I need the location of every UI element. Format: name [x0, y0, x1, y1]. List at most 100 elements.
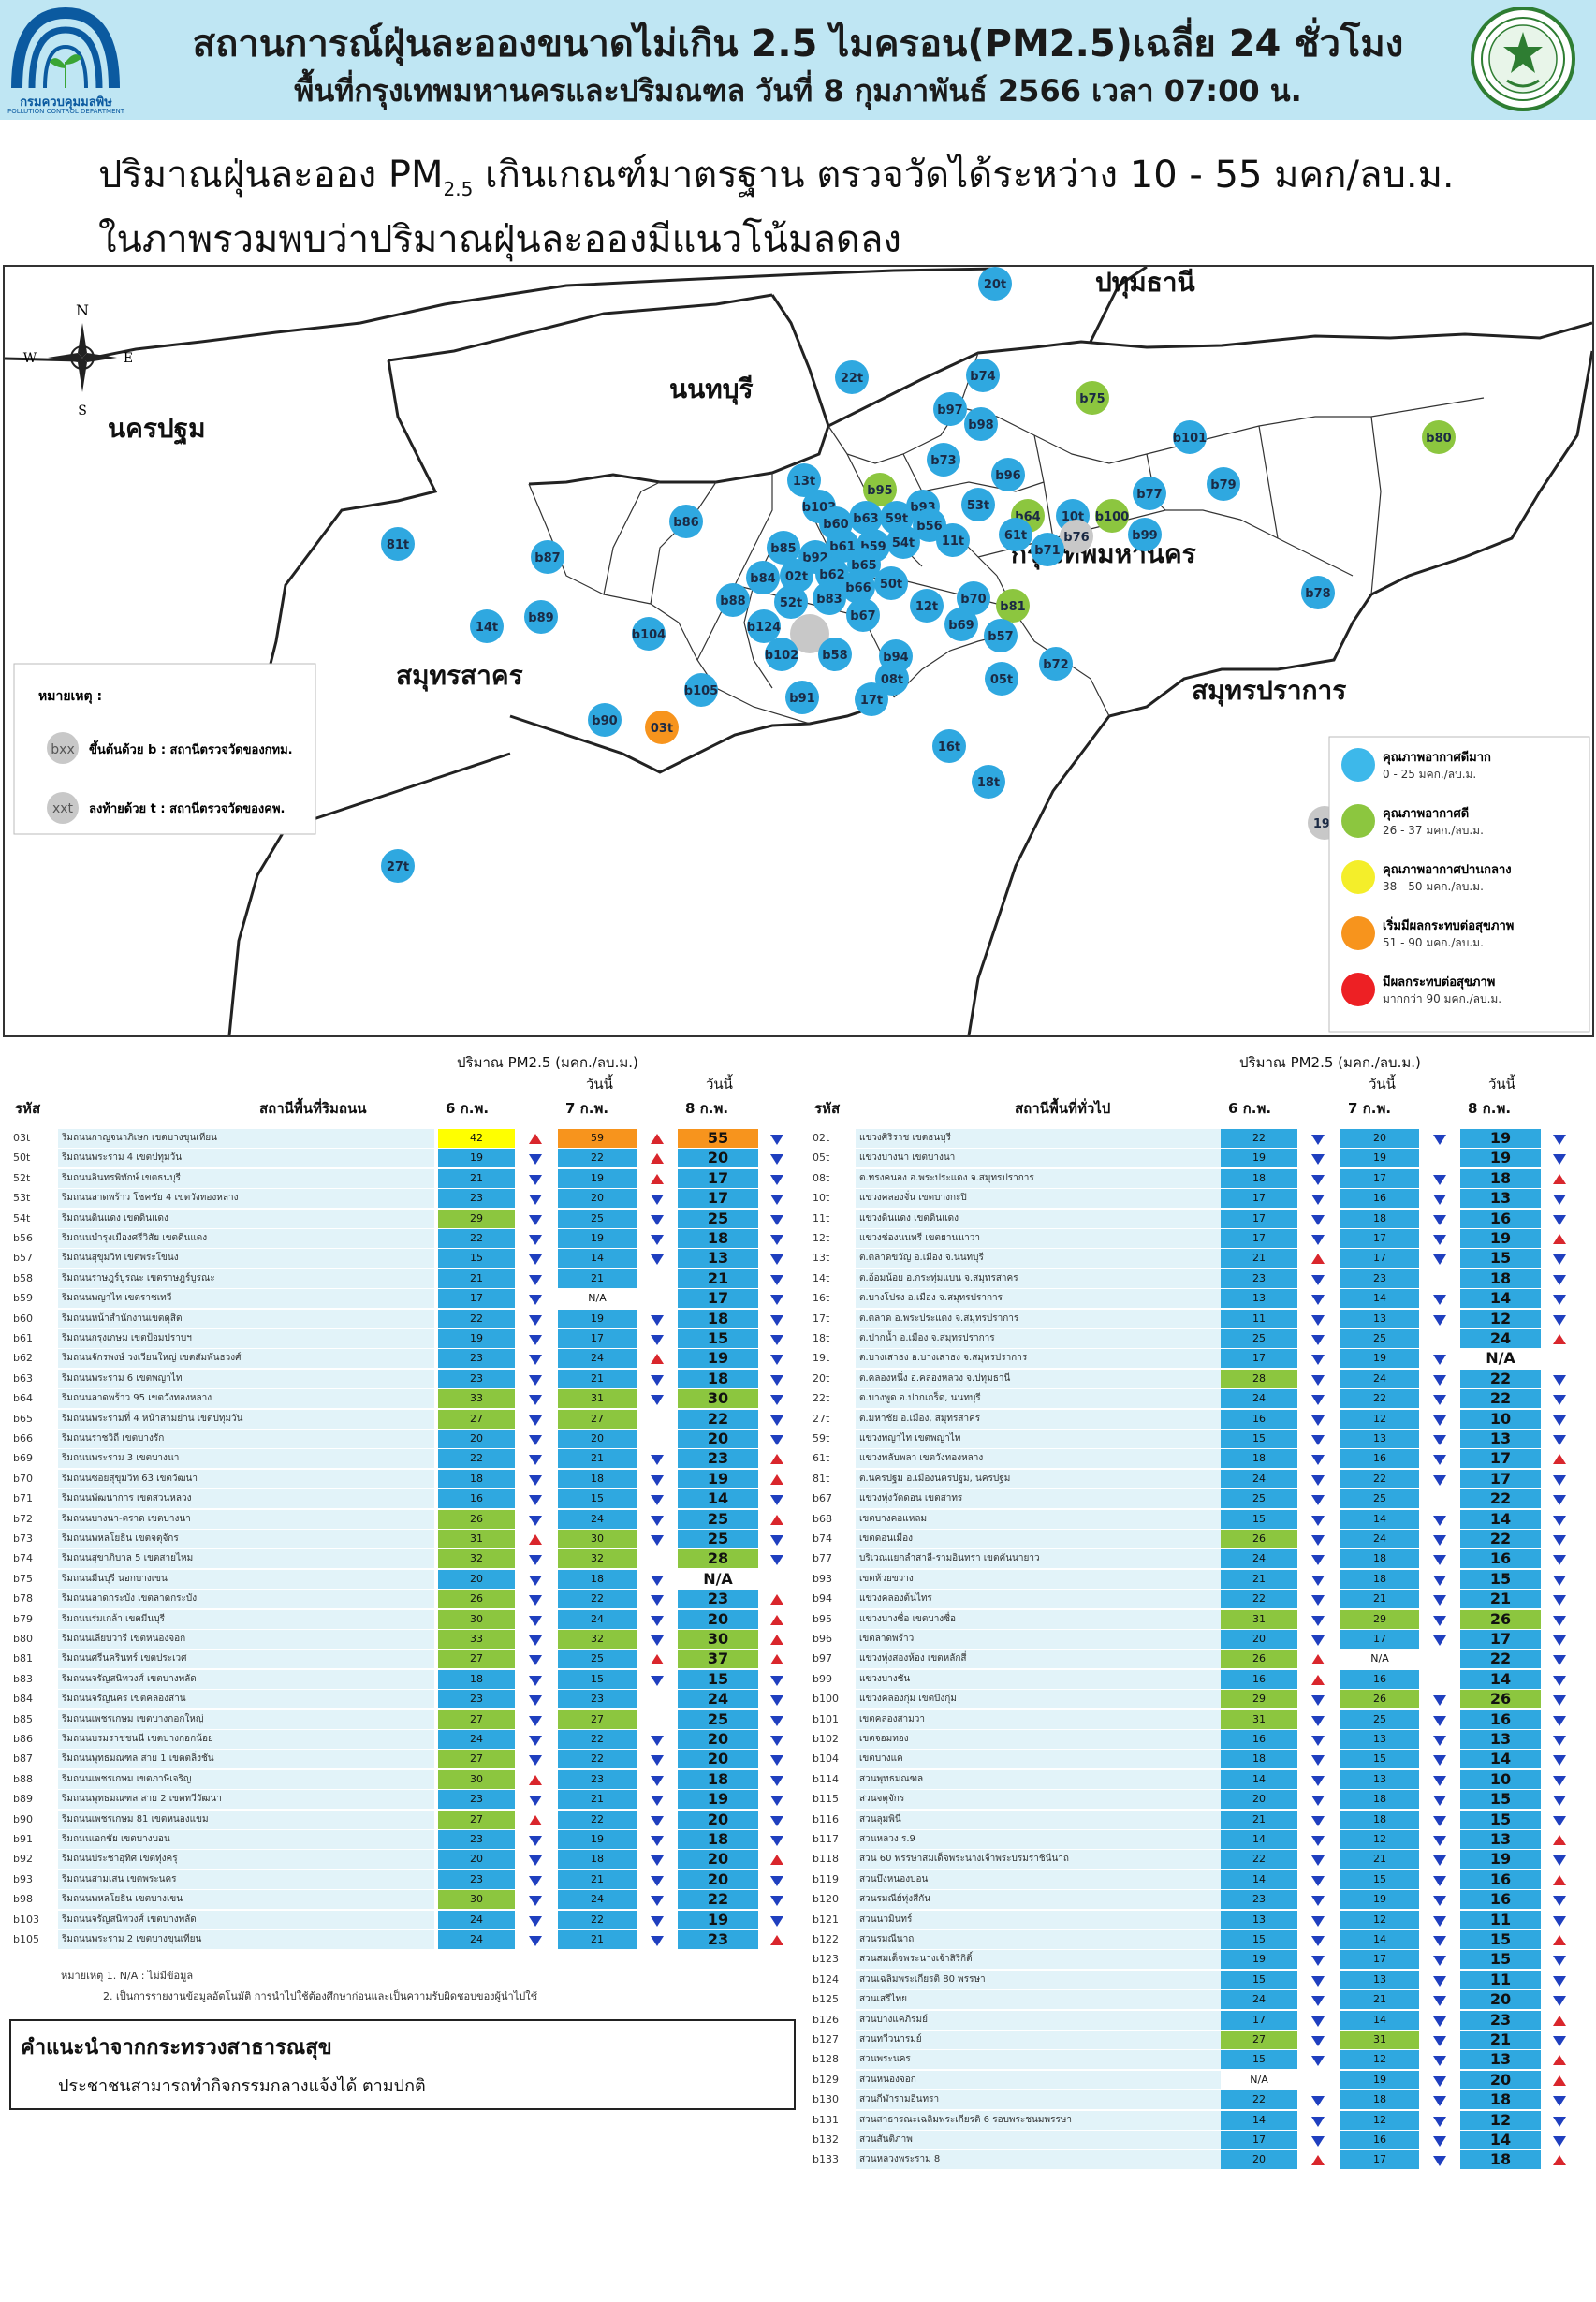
value-feb-8: 17: [1460, 1449, 1541, 1469]
station-dot: [531, 540, 564, 574]
station-id-label: b76: [1063, 531, 1089, 545]
trend-down-icon: [1552, 2115, 1567, 2128]
station-name: ริมถนนอินทรพิทักษ์ เขตธนบุรี: [58, 1168, 434, 1188]
station-id-label: 14t: [476, 621, 498, 635]
value-feb-8: 23: [678, 1449, 758, 1469]
station-code: b67: [813, 1492, 832, 1505]
value-feb-6: 15: [1221, 1509, 1297, 1529]
value-feb-7: 12: [1340, 2050, 1419, 2070]
trend-down-icon: [1310, 1333, 1325, 1346]
station-marker-b74: b74: [966, 359, 1000, 392]
value-feb-6: 13: [1221, 1289, 1297, 1309]
value-feb-6: 24: [1221, 1389, 1297, 1409]
value-feb-8: 17: [1460, 1630, 1541, 1649]
trend-down-icon: [528, 1514, 543, 1527]
value-feb-7: 22: [1340, 1389, 1419, 1409]
trend-down-icon: [769, 1814, 784, 1827]
table-left-title: ปริมาณ PM2.5 (มคก./ลบ.ม.): [457, 1054, 638, 1071]
station-name: สวน 60 พรรษาสมเด็จพระนางเจ้าพระบรมราชินี…: [856, 1850, 1243, 1869]
value-feb-8: 22: [1460, 1530, 1541, 1548]
station-name: แขวงบางนา เขตบางนา: [856, 1149, 1243, 1168]
station-id-label: b91: [789, 692, 814, 706]
trend-down-icon: [1552, 1753, 1567, 1767]
trend-down-icon: [1432, 1313, 1447, 1327]
station-dot: [1060, 520, 1093, 553]
value-feb-6: 33: [438, 1389, 515, 1409]
table-row: b125 สวนเสรีไทย 24 21 20: [813, 1990, 1571, 2010]
trend-down-icon: [1310, 1193, 1325, 1206]
station-name: สวนกีฬารามอินทรา: [856, 2090, 1243, 2110]
value-feb-7: 21: [1340, 1990, 1419, 2010]
station-dot: [927, 443, 960, 477]
trend-down-icon: [1552, 1634, 1567, 1647]
station-marker-11t: 11t: [936, 523, 970, 557]
value-feb-6: 23: [438, 1690, 515, 1709]
value-feb-8: 17: [678, 1168, 758, 1188]
station-name: สวนทวีวนารมย์: [856, 2031, 1243, 2049]
trend-down-icon: [650, 1233, 665, 1246]
value-feb-7: 14: [1340, 1289, 1419, 1309]
trend-down-icon: [1310, 2115, 1325, 2128]
trend-down-icon: [1552, 1152, 1567, 1166]
station-code: b71: [13, 1492, 33, 1505]
value-feb-8: 14: [678, 1489, 758, 1509]
value-feb-7: 27: [558, 1409, 637, 1429]
value-feb-7: 14: [1340, 1509, 1419, 1529]
trend-down-icon: [769, 1794, 784, 1807]
station-dot: [470, 609, 504, 643]
page-title: สถานการณ์ฝุ่นละอองขนาดไม่เกิน 2.5 ไมครอน…: [192, 22, 1404, 66]
value-feb-8: 16: [1460, 1869, 1541, 1889]
trend-down-icon: [1432, 1954, 1447, 1967]
value-feb-6: 24: [438, 1730, 515, 1749]
trend-down-icon: [528, 1653, 543, 1666]
value-feb-8: 20: [678, 1869, 758, 1889]
trend-down-icon: [528, 1293, 543, 1306]
station-dot: [747, 609, 781, 643]
trend-up-icon: [769, 1934, 784, 1947]
station-code: b118: [813, 1853, 839, 1866]
value-feb-7: 32: [558, 1630, 637, 1649]
trend-down-icon: [1552, 1994, 1567, 2007]
station-dot: [780, 559, 813, 593]
value-feb-8: 26: [1460, 1690, 1541, 1709]
trend-down-icon: [650, 1794, 665, 1807]
value-feb-8: 22: [678, 1409, 758, 1429]
value-feb-8: 19: [1460, 1149, 1541, 1168]
value-feb-6: 27: [438, 1409, 515, 1429]
trend-down-icon: [1432, 1233, 1447, 1246]
table-row: 14t ต.อ้อมน้อย อ.กระทุ่มแบน จ.สมุทรสาคร 23…: [813, 1268, 1571, 1289]
trend-down-icon: [1310, 2134, 1325, 2148]
station-name: เขตดอนเมือง: [856, 1530, 1243, 1548]
value-feb-8: 22: [1460, 1369, 1541, 1388]
station-marker-b105: b105: [684, 673, 718, 707]
trend-down-icon: [650, 1253, 665, 1266]
station-code: 13t: [813, 1252, 830, 1265]
station-marker-b75: b75: [1076, 381, 1109, 415]
table-row: 54t ริมถนนดินแดง เขตดินแดง 29 25 25: [13, 1209, 788, 1229]
value-feb-7: 27: [558, 1709, 637, 1729]
value-feb-7: 18: [1340, 1549, 1419, 1569]
trend-up-icon: [1552, 2075, 1567, 2088]
value-feb-7: 17: [1340, 1950, 1419, 1970]
table-row: b103 ริมถนนจรัญสนิทวงศ์ เขตบางพลัด 24 22 19: [13, 1910, 788, 1930]
station-marker-b91: b91: [785, 681, 819, 714]
trend-down-icon: [650, 1474, 665, 1487]
station-map: N S E W ปทุมธานี นนทบุรี นครปฐม กรุงเทพมหาน…: [3, 265, 1594, 1037]
trend-down-icon: [1310, 1373, 1325, 1386]
station-dot: [1207, 467, 1240, 501]
station-id-label: b60: [823, 518, 848, 532]
station-marker-b84: b84: [746, 561, 780, 594]
trend-down-icon: [769, 1674, 784, 1687]
station-dot: [524, 600, 558, 634]
station-marker-b77: b77: [1133, 477, 1166, 510]
table-row: b129 สวนหนองจอก N/A 19 20: [813, 2070, 1571, 2090]
value-feb-8: 37: [678, 1650, 758, 1669]
station-dot: [910, 589, 944, 623]
trend-down-icon: [1552, 1393, 1567, 1406]
value-feb-8: 12: [1460, 1309, 1541, 1328]
value-feb-8: 13: [1460, 1189, 1541, 1209]
station-code: b132: [813, 2133, 839, 2146]
value-feb-6: 19: [438, 1149, 515, 1168]
trend-up-icon: [769, 1634, 784, 1647]
pcd-name: กรมควบคุมมลพิษ: [20, 95, 112, 110]
